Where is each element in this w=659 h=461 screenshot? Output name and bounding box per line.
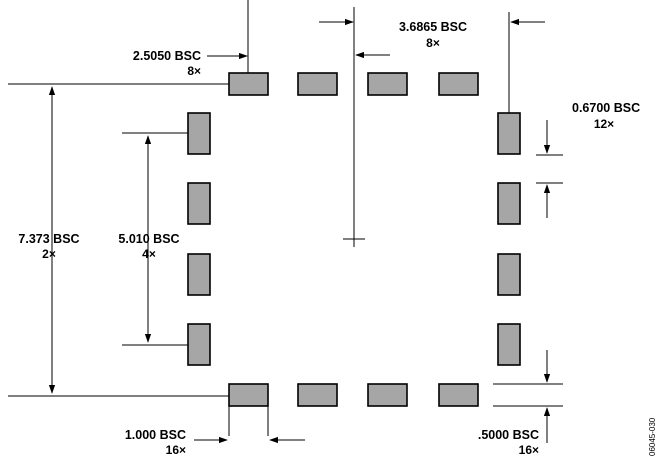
pad-left-2 xyxy=(187,182,211,225)
pad-top-4 xyxy=(438,72,479,96)
pad-top-3 xyxy=(367,72,408,96)
pitch-top-value: 2.5050 BSC xyxy=(133,49,201,63)
pad-bottom-4 xyxy=(438,383,479,407)
pad-bottom-1 xyxy=(228,383,269,407)
outer-height-value: 7.373 BSC xyxy=(18,232,79,246)
pad-right-1 xyxy=(497,112,521,155)
pad-right-2 xyxy=(497,182,521,225)
outer-height-count: 2× xyxy=(42,247,56,261)
pad-bottom-3 xyxy=(367,383,408,407)
pad-right-4 xyxy=(497,323,521,366)
pad-width-value: 1.000 BSC xyxy=(125,428,186,442)
pad-left-4 xyxy=(187,323,211,366)
pad-left-3 xyxy=(187,253,211,296)
span-top-count: 8× xyxy=(426,36,440,50)
pad-length-count: 12× xyxy=(594,117,614,131)
inner-height-value: 5.010 BSC xyxy=(118,232,179,246)
pad-right-3 xyxy=(497,253,521,296)
pad-top-2 xyxy=(297,72,338,96)
dimension-arrows xyxy=(48,18,551,444)
pad-spacing-value: .5000 BSC xyxy=(478,428,539,442)
pad-left-1 xyxy=(187,112,211,155)
center-mark xyxy=(343,7,365,247)
pad-length-value: 0.6700 BSC xyxy=(572,101,640,115)
extension-lines xyxy=(8,0,563,436)
pad-width-count: 16× xyxy=(166,443,186,457)
pad-spacing-count: 16× xyxy=(519,443,539,457)
figure-id: 06045-030 xyxy=(648,417,657,456)
pitch-top-count: 8× xyxy=(187,64,201,78)
pads xyxy=(187,72,521,407)
pad-bottom-2 xyxy=(297,383,338,407)
dimension-labels: 2.5050 BSC 8× 3.6865 BSC 8× 0.6700 BSC 1… xyxy=(18,20,657,457)
span-top-value: 3.6865 BSC xyxy=(399,20,467,34)
inner-height-count: 4× xyxy=(142,247,156,261)
pad-top-1 xyxy=(228,72,269,96)
